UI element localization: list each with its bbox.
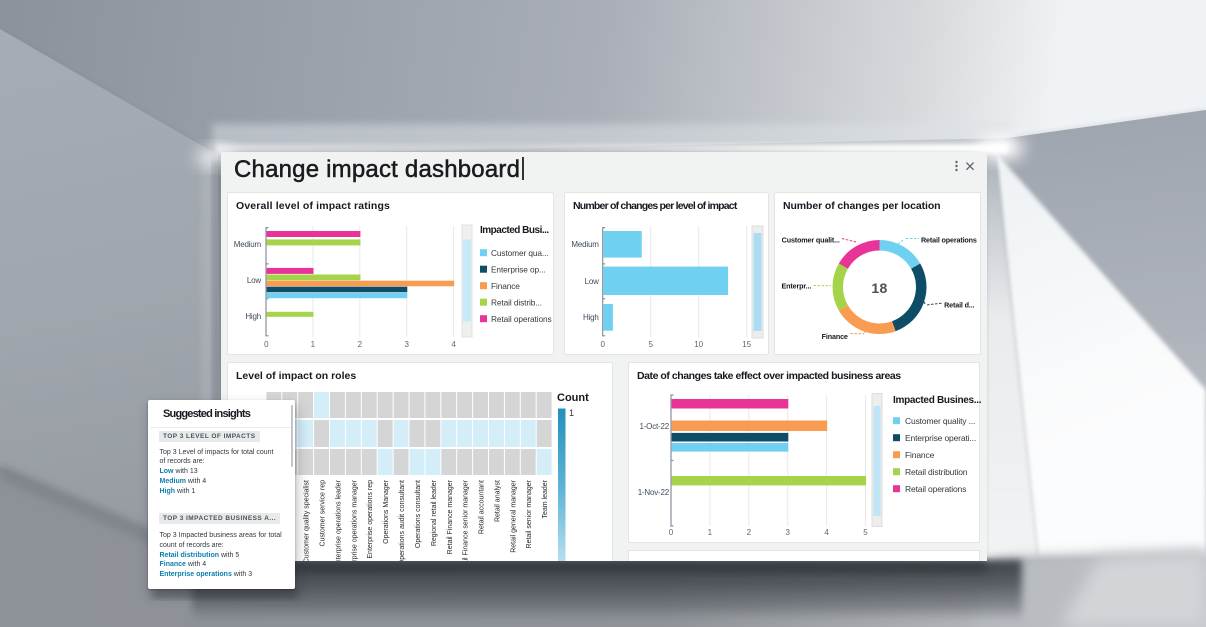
svg-text:4: 4 (451, 340, 456, 349)
svg-text:2: 2 (747, 528, 752, 537)
svg-text:Low: Low (585, 277, 599, 286)
svg-text:Retail senior manager: Retail senior manager (526, 479, 533, 548)
svg-text:Count: Count (557, 392, 589, 404)
svg-text:1: 1 (569, 408, 574, 418)
svg-text:Customer quality ...: Customer quality ... (905, 416, 975, 426)
svg-text:0: 0 (600, 340, 605, 349)
svg-text:Enterpr...: Enterpr... (782, 282, 812, 291)
svg-text:15: 15 (742, 340, 751, 349)
svg-text:High: High (583, 313, 599, 322)
svg-text:1: 1 (311, 340, 316, 349)
svg-text:Regional retail leader: Regional retail leader (431, 479, 438, 546)
svg-text:Retail distrib...: Retail distrib... (491, 298, 542, 308)
svg-text:Enterprise operations manager: Enterprise operations manager (351, 479, 358, 561)
svg-text:Enterprise operati...: Enterprise operati... (905, 433, 976, 443)
svg-text:Impacted Busi...: Impacted Busi... (480, 225, 549, 236)
svg-text:High: High (245, 312, 261, 321)
svg-text:Customer quality specialist: Customer quality specialist (304, 480, 311, 561)
svg-text:Customer qua...: Customer qua... (491, 248, 549, 258)
svg-text:Medium: Medium (234, 240, 262, 249)
svg-text:Retail Finance senior manager: Retail Finance senior manager (463, 479, 470, 561)
svg-text:Retail Finance manager: Retail Finance manager (447, 479, 454, 554)
svg-text:1-Oct-22: 1-Oct-22 (639, 422, 669, 431)
svg-text:Enterprise operations leader: Enterprise operations leader (336, 479, 343, 561)
svg-text:Retail analyst: Retail analyst (494, 480, 501, 522)
svg-text:5: 5 (863, 528, 868, 537)
svg-text:2: 2 (358, 340, 363, 349)
svg-text:Customer service rep: Customer service rep (320, 480, 327, 547)
svg-text:3: 3 (785, 528, 790, 537)
svg-text:Medium: Medium (571, 240, 599, 249)
svg-text:Finance: Finance (905, 450, 935, 460)
svg-text:Operations consultant: Operations consultant (415, 480, 422, 548)
svg-text:5: 5 (648, 340, 653, 349)
svg-text:Retail operations: Retail operations (491, 314, 552, 324)
svg-text:0: 0 (264, 340, 269, 349)
svg-text:Team leader: Team leader (542, 479, 549, 518)
svg-text:Operations audit consultant: Operations audit consultant (399, 480, 406, 561)
svg-text:Operations Manager: Operations Manager (383, 479, 390, 543)
svg-text:Customer qualit...: Customer qualit... (782, 236, 840, 245)
svg-text:Enterprise operations rep: Enterprise operations rep (367, 480, 374, 559)
svg-text:Finance: Finance (822, 332, 848, 341)
svg-text:Finance: Finance (491, 281, 520, 291)
svg-text:0: 0 (669, 528, 674, 537)
svg-text:Retail operations: Retail operations (905, 484, 966, 494)
svg-text:Low: Low (247, 276, 261, 285)
svg-text:1: 1 (708, 528, 713, 537)
svg-text:1-Nov-22: 1-Nov-22 (638, 488, 670, 497)
svg-text:18: 18 (871, 280, 887, 296)
svg-text:Retail general manager: Retail general manager (510, 479, 517, 552)
svg-text:Retail distribution: Retail distribution (905, 467, 968, 477)
svg-text:Impacted Busines...: Impacted Busines... (893, 395, 981, 406)
svg-text:Enterprise op...: Enterprise op... (491, 265, 546, 275)
svg-text:Retail accountant: Retail accountant (479, 480, 486, 534)
svg-text:3: 3 (404, 340, 409, 349)
svg-text:Retail operations: Retail operations (921, 236, 977, 245)
svg-text:4: 4 (824, 528, 829, 537)
svg-text:10: 10 (694, 340, 703, 349)
svg-text:Retail d...: Retail d... (944, 300, 974, 309)
